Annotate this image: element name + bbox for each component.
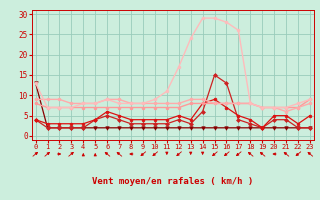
- Text: Vent moyen/en rafales ( km/h ): Vent moyen/en rafales ( km/h ): [92, 178, 253, 186]
